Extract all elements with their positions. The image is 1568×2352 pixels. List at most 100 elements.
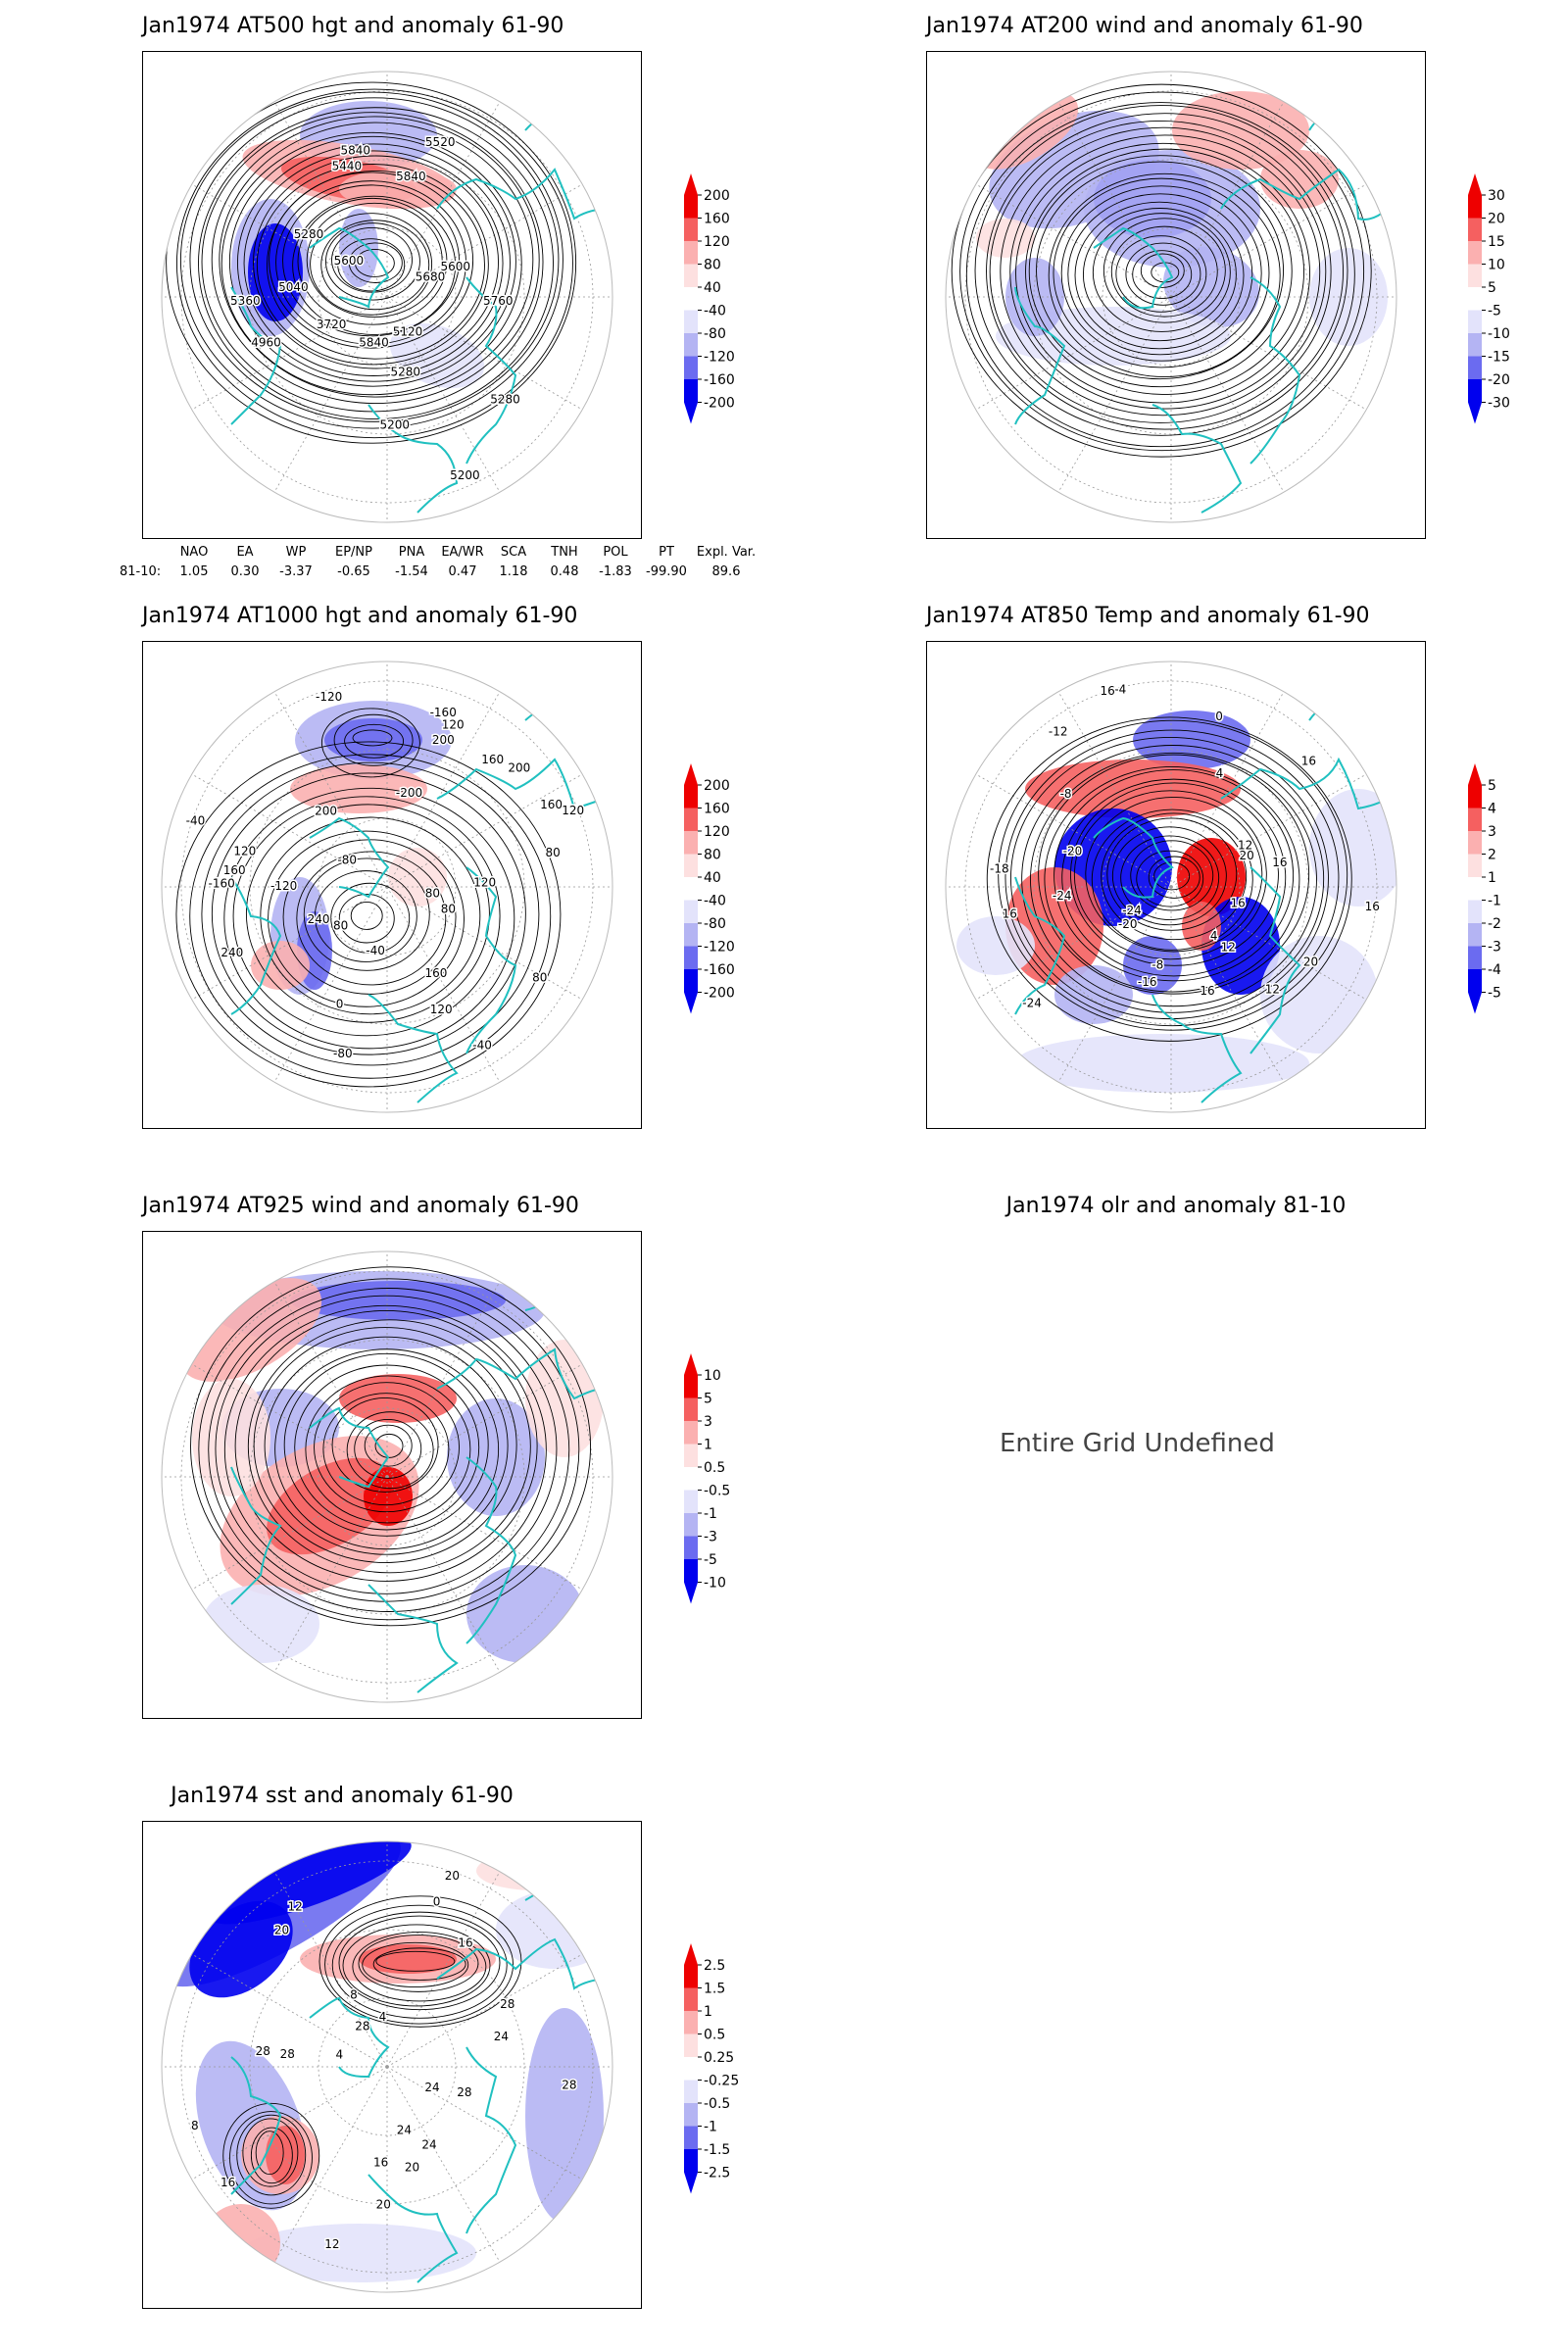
colorbar-label: 3 xyxy=(704,1414,712,1430)
contour-line xyxy=(1085,796,1263,953)
coastline xyxy=(1250,866,1301,1054)
index-value: 0.30 xyxy=(230,564,260,579)
colorbar-label: -120 xyxy=(704,350,735,366)
anomaly-shading xyxy=(447,1398,545,1516)
contour-line xyxy=(1091,808,1253,951)
contour-line xyxy=(297,197,448,325)
contour-label: 5840 xyxy=(396,170,426,183)
contour-label: 0 xyxy=(1215,710,1223,723)
contour-label: 5200 xyxy=(450,468,480,482)
colorbar-label: -160 xyxy=(704,372,735,388)
colorbar-swatch xyxy=(684,287,698,311)
coastline xyxy=(230,286,282,425)
contour-line xyxy=(1044,765,1300,993)
contour-label: 12 xyxy=(1221,940,1236,954)
contour-label: 24 xyxy=(397,2123,412,2136)
colorbar-label: -200 xyxy=(704,986,735,1002)
contour-line xyxy=(228,135,516,387)
contour-line xyxy=(179,91,564,429)
contour-label: 16 xyxy=(1272,856,1287,869)
colorbar-swatch xyxy=(1468,379,1482,403)
contour-label: 8 xyxy=(350,1988,358,2002)
contour-label: 24 xyxy=(494,2030,509,2043)
colorbar-label: -120 xyxy=(704,940,735,956)
contour-label: 80 xyxy=(532,970,547,984)
coastline xyxy=(1014,286,1066,425)
colorbar-swatch xyxy=(684,854,698,877)
anomaly-shading xyxy=(202,2204,280,2282)
hemisphere-boundary xyxy=(161,1250,613,1703)
colorbar-label: 2 xyxy=(1488,848,1496,863)
meridian-line xyxy=(386,2066,501,2263)
contour-label: 16 xyxy=(1365,900,1380,913)
contour-label: 20 xyxy=(1303,956,1318,969)
colorbar-label: 120 xyxy=(704,824,730,840)
contour-line xyxy=(1130,840,1214,911)
colorbar-label: -4 xyxy=(1488,962,1501,978)
contour-label: 16 xyxy=(1301,754,1316,767)
contour-line xyxy=(282,184,460,337)
contour-line xyxy=(314,870,417,962)
contour-label: -18 xyxy=(990,861,1009,875)
contour-label: 0 xyxy=(336,997,344,1010)
index-header: WP xyxy=(285,545,307,560)
contour-label: -40 xyxy=(366,944,385,957)
contour-label: 28 xyxy=(280,2047,295,2061)
anomaly-shading xyxy=(496,1890,612,1969)
colorbar-swatch xyxy=(684,1444,698,1467)
colorbar-swatch xyxy=(1468,310,1482,333)
contour-label: 16 xyxy=(1200,984,1214,998)
anomaly-shading xyxy=(192,1379,270,1496)
contour-label: -120 xyxy=(270,879,297,893)
contour-label: 28 xyxy=(355,2019,369,2033)
colorbar-label: -5 xyxy=(1488,986,1501,1002)
colorbar-swatch xyxy=(684,1375,698,1398)
colorbar-label: 40 xyxy=(704,280,721,296)
coastline xyxy=(524,699,605,732)
contour-line xyxy=(303,858,430,971)
colorbar-swatch xyxy=(1468,900,1482,923)
colorbar-label: 1.5 xyxy=(704,1982,725,1997)
colorbar-arrow-top xyxy=(1468,173,1482,195)
colorbar-swatch xyxy=(1468,877,1482,901)
colorbar-arrow-bottom xyxy=(684,1582,698,1604)
contour-line xyxy=(283,1352,489,1537)
colorbar-at500: 200 160 120 80 40 -40 -80 -120 -160 -200 xyxy=(684,172,772,446)
contour-line xyxy=(234,1309,538,1582)
contour-line xyxy=(959,91,1365,452)
colorbar-label: -200 xyxy=(704,396,735,412)
contour-line xyxy=(1030,752,1317,1007)
colorbar-label: 0.25 xyxy=(704,2050,734,2066)
index-value: 0.48 xyxy=(550,564,579,579)
contour-label: 4 xyxy=(336,2047,344,2061)
contour-line xyxy=(175,741,562,1088)
contour-line xyxy=(255,2131,284,2176)
contour-label: 20 xyxy=(274,1924,289,1937)
anomaly-shading xyxy=(1201,897,1280,995)
teleconnection-value-row: 81-10: 1.05 0.30 -3.37 -0.65 -1.54 0.47 … xyxy=(120,564,760,579)
contour-line xyxy=(253,1327,517,1563)
meridian-line xyxy=(191,1953,388,2068)
contour-line xyxy=(253,155,499,369)
colorbar-label: 1 xyxy=(704,1438,712,1453)
map-svg xyxy=(945,71,1397,523)
colorbar-arrow-top xyxy=(684,1353,698,1375)
contour-line xyxy=(1115,235,1207,313)
contour-line xyxy=(260,816,481,1015)
hemisphere-boundary xyxy=(161,1840,613,2293)
coastline xyxy=(466,1456,517,1644)
contour-label: 12 xyxy=(1265,982,1280,996)
colorbar-swatch xyxy=(684,1513,698,1537)
contour-line xyxy=(331,226,413,293)
anomaly-shading xyxy=(476,1851,594,1890)
anomaly-shading xyxy=(976,219,1035,258)
contour-line xyxy=(310,213,433,316)
contour-line xyxy=(208,1288,570,1612)
coastline xyxy=(309,226,390,309)
contour-label: 24 xyxy=(421,2138,436,2152)
panel-title-at200: Jan1974 AT200 wind and anomaly 61-90 xyxy=(926,14,1363,38)
colorbar-swatch xyxy=(684,923,698,947)
contour-label: -24 xyxy=(1053,889,1072,903)
contour-label: -160 xyxy=(430,706,457,719)
anomaly-shading xyxy=(1123,936,1182,995)
